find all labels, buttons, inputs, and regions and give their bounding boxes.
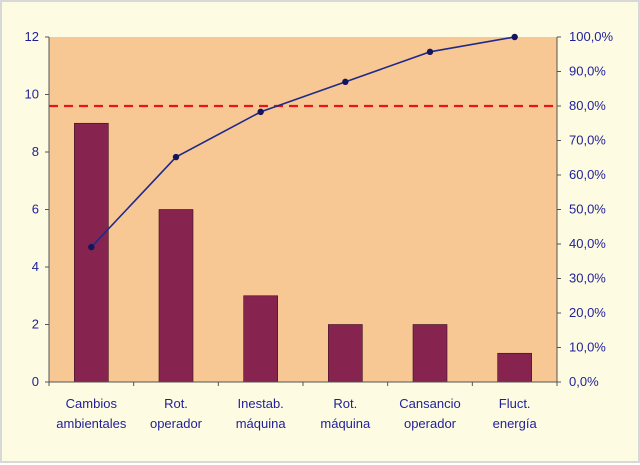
left-tick-label: 12 (25, 29, 39, 44)
bar-4 (328, 324, 363, 383)
right-tick-label: 30,0% (569, 271, 606, 286)
right-tick-label: 20,0% (569, 305, 606, 320)
left-tick-label: 2 (32, 317, 39, 332)
right-tick-label: 80,0% (569, 98, 606, 113)
right-tick-label: 50,0% (569, 202, 606, 217)
cumulative-point-1 (88, 243, 95, 251)
cumulative-point-2 (172, 153, 180, 161)
right-tick-label: 70,0% (569, 133, 606, 148)
cumulative-point-4 (342, 78, 349, 86)
category-label-5: Cansancio operador (399, 396, 460, 431)
cumulative-point-5 (426, 48, 434, 56)
category-label-4: Rot. máquina (320, 396, 371, 431)
right-tick-label: 10,0% (569, 340, 606, 355)
left-tick-label: 4 (32, 259, 39, 274)
left-tick-label: 10 (25, 87, 39, 102)
right-tick-label: 60,0% (569, 167, 606, 182)
bar-5 (412, 324, 448, 383)
bar-2 (158, 209, 194, 383)
cumulative-line (90, 36, 515, 248)
bar-6 (497, 352, 532, 383)
right-tick-label: 90,0% (569, 64, 606, 79)
bar-1 (74, 122, 109, 383)
left-tick-label: 8 (32, 144, 39, 159)
category-label-3: Inestab. máquina (236, 396, 287, 431)
right-tick-label: 0,0% (569, 374, 599, 389)
cumulative-point-6 (511, 33, 518, 41)
right-tick-label: 100,0% (569, 29, 614, 44)
category-label-6: Fluct. energía (493, 396, 538, 431)
plot-area (49, 37, 557, 382)
category-label-1: Cambios ambientales (56, 396, 127, 431)
left-tick-label: 0 (32, 374, 39, 389)
left-tick-label: 6 (32, 202, 39, 217)
bar-3 (243, 295, 278, 383)
category-label-2: Rot. operador (150, 396, 203, 431)
cumulative-point-3 (257, 108, 264, 116)
right-tick-label: 40,0% (569, 236, 606, 251)
